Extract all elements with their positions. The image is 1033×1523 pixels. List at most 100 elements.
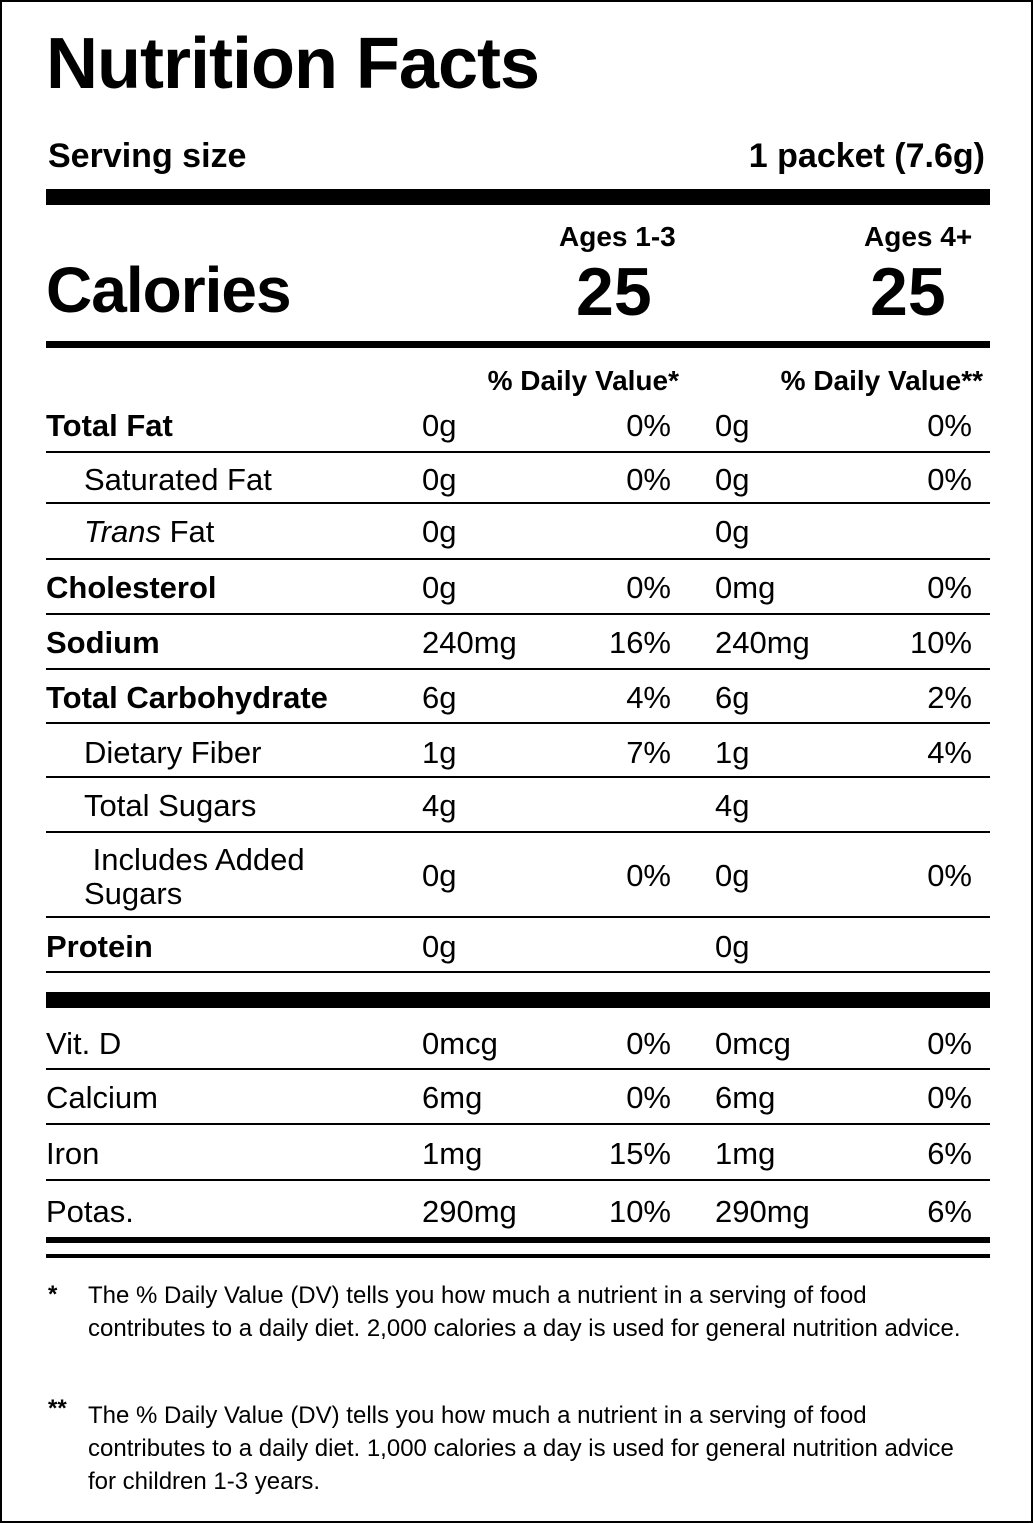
amount-1-3: 1g <box>422 735 457 770</box>
amount-4-plus: 1mg <box>715 1136 776 1171</box>
nutrient-name: Dietary Fiber <box>84 735 262 770</box>
dv-header-1-3: % Daily Value* <box>487 365 679 396</box>
dv-4-plus: 0% <box>927 858 972 893</box>
amount-4-plus: 0g <box>715 858 750 893</box>
calories-label: Calories <box>46 254 292 326</box>
footnote-marker-double: ** <box>48 1395 67 1422</box>
amount-1-3: 0mcg <box>422 1026 498 1061</box>
serving-size-label: Serving size <box>48 137 247 175</box>
row-divider <box>46 451 990 453</box>
age-group-1-3: Ages 1-3 <box>559 221 676 252</box>
amount-1-3: 0g <box>422 858 457 893</box>
amount-1-3: 6g <box>422 680 457 715</box>
footnote-marker-single: * <box>48 1281 58 1308</box>
amount-1-3: 0g <box>422 929 457 964</box>
amount-4-plus: 0g <box>715 462 750 497</box>
nutrient-name: Sodium <box>46 625 160 660</box>
amount-1-3: 0g <box>422 462 457 497</box>
dv-1-3: 0% <box>626 408 671 443</box>
nutrient-name: Cholesterol <box>46 570 217 605</box>
footnote-text-single: The % Daily Value (DV) tells you how muc… <box>88 1282 961 1342</box>
footnote-text-double: The % Daily Value (DV) tells you how muc… <box>88 1402 954 1495</box>
row-divider <box>46 1123 990 1125</box>
nutrient-name: Calcium <box>46 1080 158 1115</box>
calories-value-1-3: 25 <box>576 254 652 330</box>
row-divider <box>46 668 990 670</box>
thick-divider <box>46 992 990 1008</box>
dv-header-4-plus: % Daily Value** <box>780 365 983 396</box>
nutrient-name: Total Fat <box>46 408 173 443</box>
dv-1-3: 4% <box>626 680 671 715</box>
row-divider <box>46 1068 990 1070</box>
row-divider <box>46 722 990 724</box>
fat-suffix: Fat <box>160 514 215 549</box>
calories-value-4-plus: 25 <box>870 254 946 330</box>
age-group-4-plus: Ages 4+ <box>864 221 973 252</box>
amount-4-plus: 6mg <box>715 1080 776 1115</box>
nutrient-name-line-1: Includes Added <box>84 842 305 877</box>
footer-divider-thin <box>46 1254 990 1258</box>
row-divider <box>46 502 990 504</box>
dv-1-3: 10% <box>608 1194 671 1229</box>
nutrient-name: Saturated Fat <box>84 462 272 497</box>
amount-1-3: 0g <box>422 408 457 443</box>
amount-1-3: 6mg <box>422 1080 483 1115</box>
nutrient-name: Protein <box>46 929 153 964</box>
amount-4-plus: 0g <box>715 514 750 549</box>
amount-4-plus: 0g <box>715 408 750 443</box>
dv-4-plus: 0% <box>927 1026 972 1061</box>
nutrient-name: Total Sugars <box>84 788 257 823</box>
footer-divider-thick <box>46 1237 990 1243</box>
amount-4-plus: 0mg <box>715 570 776 605</box>
dv-1-3: 15% <box>608 1136 671 1171</box>
amount-1-3: 4g <box>422 788 457 823</box>
dv-1-3: 0% <box>626 462 671 497</box>
nutrient-name-line-2: Sugars <box>84 876 183 911</box>
dv-4-plus: 10% <box>909 625 972 660</box>
amount-1-3: 0g <box>422 570 457 605</box>
amount-1-3: 240mg <box>422 625 517 660</box>
dv-4-plus: 0% <box>927 1080 972 1115</box>
dv-1-3: 0% <box>626 1026 671 1061</box>
nutrient-name: Potas. <box>46 1194 134 1229</box>
dv-4-plus: 6% <box>927 1136 972 1171</box>
row-divider <box>46 558 990 560</box>
medium-divider <box>46 341 990 348</box>
dv-1-3: 16% <box>608 625 671 660</box>
label-title: Nutrition Facts <box>46 24 540 104</box>
dv-1-3: 0% <box>626 570 671 605</box>
nutrient-name: Vit. D <box>46 1026 122 1061</box>
dv-4-plus: 0% <box>927 570 972 605</box>
nutrient-name: Total Carbohydrate <box>46 680 328 715</box>
dv-4-plus: 2% <box>927 680 972 715</box>
row-divider <box>46 613 990 615</box>
amount-4-plus: 1g <box>715 735 750 770</box>
nutrient-name: Trans Fat <box>84 515 214 549</box>
amount-4-plus: 240mg <box>715 625 810 660</box>
row-divider <box>46 776 990 778</box>
row-divider <box>46 916 990 918</box>
row-divider <box>46 831 990 833</box>
serving-size-value: 1 packet (7.6g) <box>748 137 985 175</box>
amount-1-3: 0g <box>422 514 457 549</box>
row-divider <box>46 971 990 973</box>
trans-italic: Trans <box>84 514 161 549</box>
thick-divider <box>46 189 990 205</box>
amount-4-plus: 0mcg <box>715 1026 791 1061</box>
amount-4-plus: 0g <box>715 929 750 964</box>
row-divider <box>46 1179 990 1181</box>
dv-4-plus: 4% <box>927 735 972 770</box>
dv-4-plus: 0% <box>927 408 972 443</box>
amount-4-plus: 4g <box>715 788 750 823</box>
amount-4-plus: 6g <box>715 680 750 715</box>
dv-1-3: 0% <box>626 858 671 893</box>
dv-1-3: 0% <box>626 1080 671 1115</box>
amount-4-plus: 290mg <box>715 1194 810 1229</box>
dv-1-3: 7% <box>626 735 671 770</box>
amount-1-3: 1mg <box>422 1136 483 1171</box>
amount-1-3: 290mg <box>422 1194 517 1229</box>
dv-4-plus: 0% <box>927 462 972 497</box>
nutrient-name: Iron <box>46 1136 100 1171</box>
dv-4-plus: 6% <box>927 1194 972 1229</box>
